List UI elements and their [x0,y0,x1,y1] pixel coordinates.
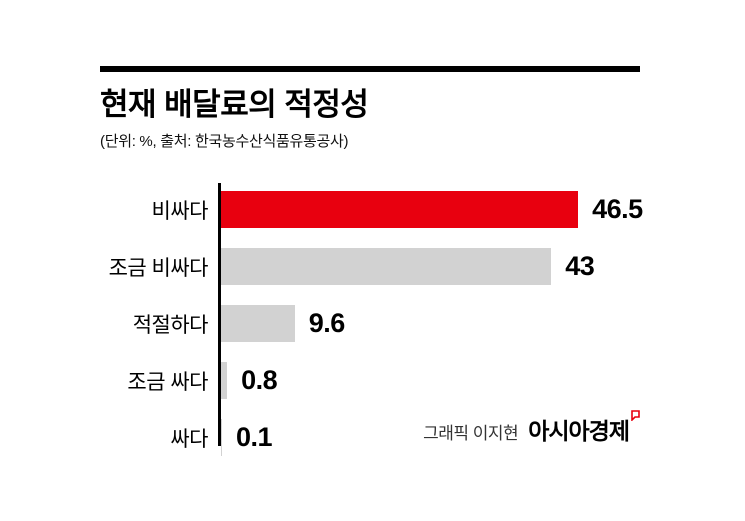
value-label: 9.6 [308,308,346,339]
category-label: 조금 싸다 [127,370,208,394]
value-label: 0.1 [236,422,273,453]
bar [221,419,222,457]
category-label: 적절하다 [132,313,209,337]
value-label: 46.5 [592,194,643,225]
y-axis-line [218,183,221,447]
chart-subtitle: (단위: %, 출처: 한국농수산식품유통공사) [100,133,349,151]
graphic-credit: 그래픽 이지현 [423,424,519,443]
bar [221,191,579,229]
category-label: 조금 비싸다 [108,256,209,280]
value-label: 0.8 [241,365,278,396]
credit-line: 그래픽 이지현 아시아경제 [423,410,640,446]
top-rule [100,66,640,72]
bar-cell: 43 [218,248,640,286]
value-label: 43 [565,251,595,282]
bar-cell: 0.8 [218,362,640,400]
category-label: 비싸다 [151,199,209,223]
bar-chart: 비싸다 46.5 조금 비싸다 43 적절하다 9.6 [100,181,643,466]
bar [221,305,295,343]
brand-mark-icon [631,410,640,421]
brand-logo: 아시아경제 [528,418,630,444]
chart-row: 싸다 0.1 [100,409,640,466]
bar-cell: 46.5 [218,191,643,229]
category-label: 싸다 [170,427,208,451]
bar [221,248,552,286]
chart-row: 적절하다 9.6 [100,295,640,352]
bar-cell: 9.6 [218,305,640,343]
chart-title: 현재 배달료의 적정성 [100,87,369,122]
chart-row: 조금 싸다 0.8 [100,352,640,409]
bar-cell: 0.1 [218,419,640,457]
bar [221,362,228,400]
chart-row: 비싸다 46.5 [100,181,643,238]
chart-row: 조금 비싸다 43 [100,238,640,295]
